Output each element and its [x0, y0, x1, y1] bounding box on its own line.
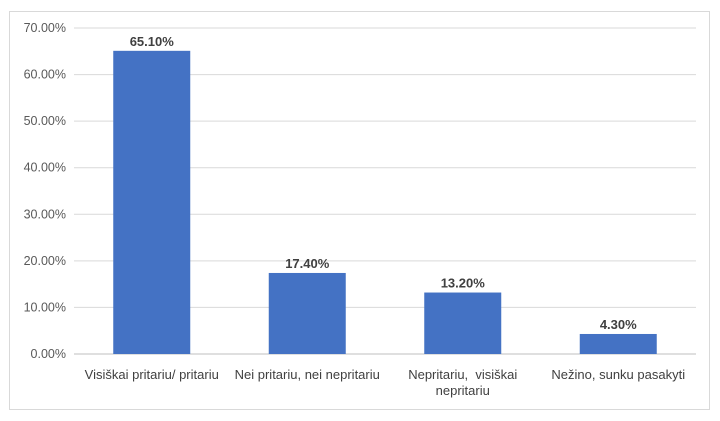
y-tick-label: 30.00%: [24, 207, 66, 221]
category-labels: Visiškai pritariu/ pritariu Nei pritariu,…: [85, 367, 686, 398]
bars: [113, 50, 657, 354]
category-label: nepritariu: [436, 383, 490, 398]
data-label: 17.40%: [285, 256, 330, 271]
y-tick-label: 20.00%: [24, 254, 66, 268]
y-tick-label: 10.00%: [24, 300, 66, 314]
data-label: 65.10%: [130, 34, 175, 49]
category-label: Nepritariu, visiškai: [408, 367, 517, 382]
bar: [579, 333, 657, 354]
y-tick-label: 0.00%: [31, 347, 66, 361]
y-tick-label: 40.00%: [24, 161, 66, 175]
category-label: Nei pritariu, nei nepritariu: [235, 367, 380, 382]
y-axis-tick-labels: 0.00% 10.00% 20.00% 30.00% 40.00% 50.00% 60.00…: [24, 21, 66, 361]
y-tick-label: 50.00%: [24, 114, 66, 128]
data-label: 13.20%: [441, 276, 486, 291]
y-tick-label: 70.00%: [24, 21, 66, 35]
data-labels: 65.10% 17.40% 13.20% 4.30%: [130, 34, 637, 332]
bar: [268, 272, 346, 354]
bar: [113, 50, 191, 354]
y-tick-label: 60.00%: [24, 68, 66, 82]
bar: [424, 292, 502, 354]
data-label: 4.30%: [600, 317, 637, 332]
category-label: Visiškai pritariu/ pritariu: [85, 367, 219, 382]
category-label: Nežino, sunku pasakyti: [551, 367, 685, 382]
